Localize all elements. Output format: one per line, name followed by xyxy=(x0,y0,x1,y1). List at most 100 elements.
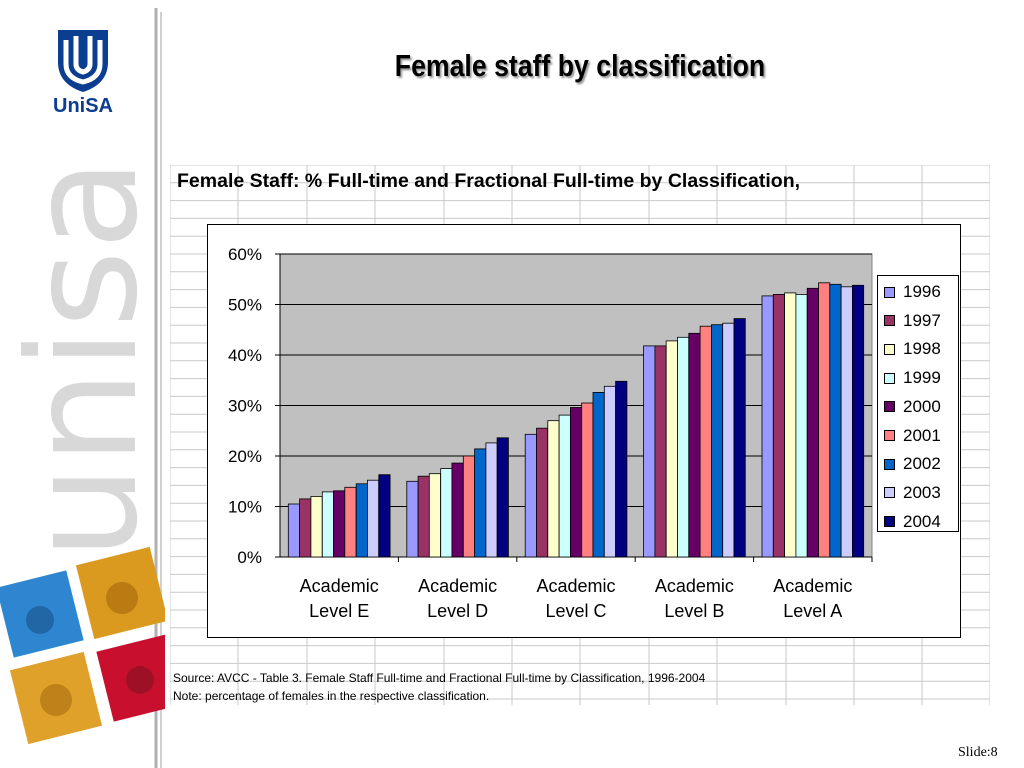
bar-1998-5 xyxy=(784,292,797,558)
legend-swatch xyxy=(884,315,895,327)
bar-2004-5 xyxy=(852,284,865,558)
bar-2002-4 xyxy=(710,324,724,558)
bar-2000-5 xyxy=(806,287,819,558)
bar-1997-5 xyxy=(772,294,785,558)
bar-1997-1 xyxy=(299,498,312,558)
bar-2000-1 xyxy=(333,490,346,558)
bar-1997-4 xyxy=(654,345,667,558)
y-tick-label: 10% xyxy=(228,498,262,517)
legend-label: 1997 xyxy=(903,310,941,330)
bar-1998-2 xyxy=(428,473,442,558)
x-tick-label: Level D xyxy=(427,601,488,621)
legend-swatch xyxy=(884,372,895,384)
legend-item-1999: 1999 xyxy=(884,368,941,388)
legend-item-2004: 2004 xyxy=(884,512,941,532)
bar-2003-3 xyxy=(603,385,616,558)
unisa-sidebar: UniSA unisa xyxy=(0,0,165,768)
bar-1997-2 xyxy=(417,475,430,558)
legend-swatch xyxy=(884,401,895,413)
legend-label: 1998 xyxy=(903,339,941,359)
y-tick-label: 30% xyxy=(228,397,262,416)
legend-swatch xyxy=(884,343,895,355)
y-tick-label: 60% xyxy=(228,245,262,264)
legend-item-2003: 2003 xyxy=(884,483,941,503)
y-tick-label: 50% xyxy=(228,296,262,315)
x-tick-label: Level E xyxy=(309,601,369,621)
bar-2000-4 xyxy=(688,332,701,558)
slide-title: Female staff by classification xyxy=(394,48,766,83)
chart-legend: 1996 1997 1998 1999 2000 2001 2002 2003 2004 xyxy=(877,275,959,532)
y-tick-label: 40% xyxy=(228,346,262,365)
bar-2004-2 xyxy=(496,437,509,558)
bar-2004-3 xyxy=(615,380,628,558)
x-tick-label: Academic xyxy=(536,576,615,596)
legend-item-2000: 2000 xyxy=(884,397,941,417)
bar-1996-4 xyxy=(643,345,656,558)
x-tick-label: Level A xyxy=(783,601,842,621)
legend-label: 2000 xyxy=(903,396,941,416)
bar-2001-5 xyxy=(818,282,831,558)
bar-2003-1 xyxy=(366,479,380,558)
bar-2004-4 xyxy=(733,318,746,558)
bar-1996-2 xyxy=(406,480,419,558)
legend-label: 2001 xyxy=(903,425,941,445)
bar-2004-1 xyxy=(378,474,391,558)
y-tick-label: 20% xyxy=(228,447,262,466)
bar-1996-5 xyxy=(761,295,774,558)
bar-2002-1 xyxy=(355,483,368,558)
bar-2000-3 xyxy=(569,407,583,558)
note-text: Note: percentage of females in the respe… xyxy=(173,689,490,703)
bar-1999-5 xyxy=(795,294,808,558)
legend-swatch xyxy=(884,487,895,499)
legend-item-2001: 2001 xyxy=(884,426,941,446)
bar-1998-4 xyxy=(665,340,678,558)
bar-2001-3 xyxy=(581,402,594,558)
faces-collage xyxy=(0,546,165,745)
legend-item-2002: 2002 xyxy=(884,454,941,474)
legend-label: 2004 xyxy=(903,511,941,531)
logo-text: UniSA xyxy=(53,95,113,117)
x-tick-label: Academic xyxy=(773,576,852,596)
unisa-shield-icon xyxy=(58,30,108,92)
x-tick-label: Academic xyxy=(655,576,734,596)
legend-label: 1996 xyxy=(903,282,941,301)
bar-1999-3 xyxy=(558,414,571,558)
chart-area: 0% 10% 20% 30% 40% 50% 60% Academic Level E Acade… xyxy=(207,224,961,638)
legend-swatch xyxy=(884,286,895,298)
bar-2002-5 xyxy=(829,283,842,558)
bar-chart: 0% 10% 20% 30% 40% 50% 60% Academic Level E Acade… xyxy=(228,245,873,621)
x-tick-label: Academic xyxy=(418,576,497,596)
legend-label: 2002 xyxy=(903,454,941,474)
bar-1998-3 xyxy=(547,420,560,558)
bar-2000-2 xyxy=(451,462,464,558)
bar-1999-4 xyxy=(677,336,690,558)
bar-2003-5 xyxy=(840,286,853,558)
sheet-header: Female Staff: % Full-time and Fractional… xyxy=(177,170,801,192)
bar-2001-1 xyxy=(344,486,357,558)
source-note: Source: AVCC - Table 3. Female Staff Ful… xyxy=(173,671,706,685)
legend-item-1998: 1998 xyxy=(884,339,941,359)
x-tick-label: Academic xyxy=(300,576,379,596)
bar-1999-1 xyxy=(321,491,335,558)
bar-2001-2 xyxy=(462,455,476,558)
unisa-watermark: unisa xyxy=(0,158,165,560)
legend-swatch xyxy=(884,458,895,470)
bar-2002-2 xyxy=(474,448,487,558)
legend-item-1996: 1996 xyxy=(884,282,941,302)
legend-swatch xyxy=(884,430,895,441)
x-tick-label: Level B xyxy=(664,601,724,621)
bar-1998-1 xyxy=(310,495,323,558)
legend-swatch xyxy=(884,516,895,528)
bar-2001-4 xyxy=(699,325,712,558)
legend-label: 1999 xyxy=(903,368,941,388)
bar-2003-4 xyxy=(722,322,735,558)
y-tick-label: 0% xyxy=(237,548,262,567)
bar-1996-3 xyxy=(524,433,537,558)
legend-label: 2003 xyxy=(903,482,941,502)
bar-2003-2 xyxy=(485,442,498,558)
bar-1996-1 xyxy=(287,503,301,558)
x-tick-label: Level C xyxy=(545,601,606,621)
bar-1997-3 xyxy=(536,427,549,558)
bar-2002-3 xyxy=(592,391,605,558)
slide-number: Slide:8 xyxy=(958,745,998,760)
